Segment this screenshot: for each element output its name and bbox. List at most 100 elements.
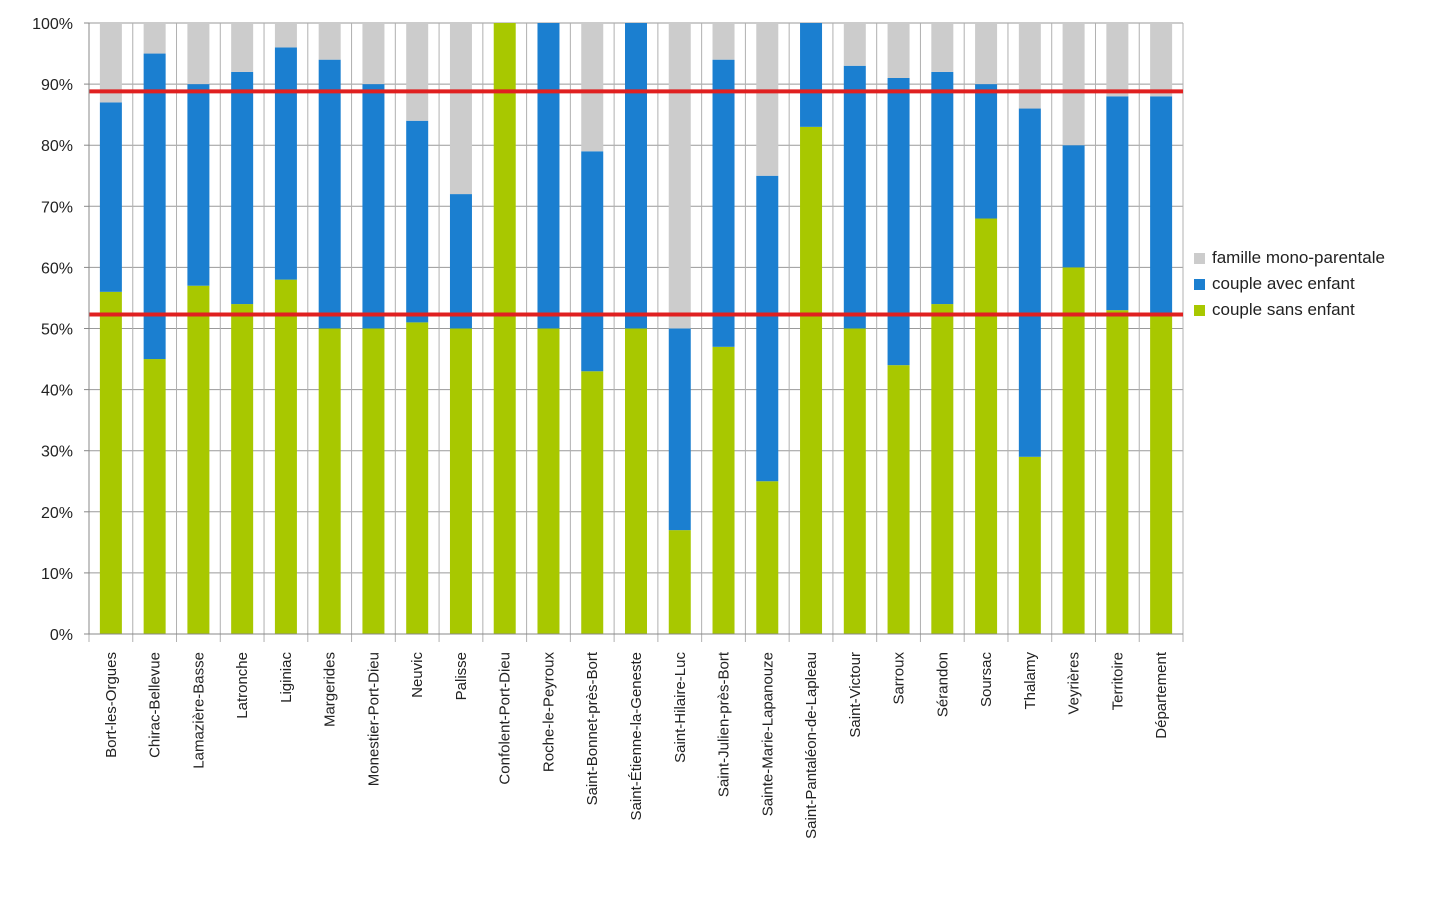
bar-segment bbox=[713, 60, 735, 347]
y-tick-label: 100% bbox=[32, 16, 73, 33]
bar-segment bbox=[581, 371, 603, 634]
bar-segment bbox=[362, 23, 384, 84]
bar-segment bbox=[1019, 457, 1041, 634]
bar-segment bbox=[844, 329, 866, 635]
bar-segment bbox=[1063, 267, 1085, 634]
legend: famille mono-parentale couple avec enfan… bbox=[1194, 245, 1385, 323]
x-tick-label: Saint-Étienne-la-Geneste bbox=[628, 652, 645, 820]
y-tick-label: 50% bbox=[41, 322, 73, 339]
bar-segment bbox=[756, 23, 778, 176]
bar-segment bbox=[275, 280, 297, 634]
x-tick-label: Chirac-Bellevue bbox=[147, 652, 164, 758]
bar-segment bbox=[319, 60, 341, 329]
x-tick-label: Sérandon bbox=[934, 652, 951, 717]
x-tick-label: Sainte-Marie-Lapanouze bbox=[759, 652, 776, 816]
bar-segment bbox=[537, 329, 559, 635]
bar-segment bbox=[275, 23, 297, 47]
bar-segment bbox=[975, 84, 997, 218]
bar-segment bbox=[450, 329, 472, 635]
bar-segment bbox=[844, 66, 866, 329]
bar-segment bbox=[406, 23, 428, 121]
y-tick-label: 10% bbox=[41, 566, 73, 583]
bar-segment bbox=[100, 292, 122, 634]
legend-item: couple sans enfant bbox=[1194, 297, 1385, 323]
bar-segment bbox=[1063, 145, 1085, 267]
bar-segment bbox=[1150, 96, 1172, 316]
x-tick-label: Monestier-Port-Dieu bbox=[365, 652, 382, 786]
x-tick-label: Sarroux bbox=[891, 652, 908, 705]
bar-segment bbox=[931, 304, 953, 634]
y-tick-label: 70% bbox=[41, 199, 73, 216]
x-tick-label: Palisse bbox=[453, 652, 470, 700]
x-tick-label: Saint-Hilaire-Luc bbox=[672, 652, 689, 763]
bar-segment bbox=[231, 23, 253, 72]
bar-segment bbox=[362, 329, 384, 635]
bar-segment bbox=[1106, 23, 1128, 96]
legend-label: famille mono-parentale bbox=[1212, 248, 1385, 268]
x-tick-label: Bort-les-Orgues bbox=[103, 652, 120, 758]
y-tick-label: 80% bbox=[41, 138, 73, 155]
bar-segment bbox=[144, 359, 166, 634]
bar-segment bbox=[144, 23, 166, 54]
bar-segment bbox=[625, 23, 647, 329]
y-tick-labels: 0% 10% 20% 30% 40% 50% 60% 70% 80% 90% 100% bbox=[32, 16, 73, 644]
x-tick-label: Territoire bbox=[1109, 652, 1126, 710]
legend-item: famille mono-parentale bbox=[1194, 245, 1385, 271]
bar-segment bbox=[1019, 109, 1041, 457]
legend-label: couple avec enfant bbox=[1212, 274, 1355, 294]
bar-segment bbox=[1106, 310, 1128, 634]
legend-swatch bbox=[1194, 279, 1205, 290]
bar-segment bbox=[756, 176, 778, 482]
y-tick-label: 90% bbox=[41, 77, 73, 94]
legend-label: couple sans enfant bbox=[1212, 300, 1355, 320]
x-tick-label: Saint-Pantaléon-de-Lapleau bbox=[803, 652, 820, 839]
bar-segment bbox=[187, 286, 209, 634]
x-tick-label: Département bbox=[1153, 651, 1170, 739]
bar-segment bbox=[450, 194, 472, 328]
bar-segment bbox=[100, 102, 122, 291]
x-tick-label: Soursac bbox=[978, 652, 995, 708]
bar-segment bbox=[275, 47, 297, 279]
y-tick-label: 60% bbox=[41, 260, 73, 277]
bar-segment bbox=[888, 23, 910, 78]
y-tick-label: 0% bbox=[50, 627, 73, 644]
bar-segment bbox=[581, 151, 603, 371]
x-tick-label: Latronche bbox=[234, 652, 251, 719]
y-tick-label: 40% bbox=[41, 383, 73, 400]
bar-segment bbox=[713, 23, 735, 60]
bar-segment bbox=[713, 347, 735, 634]
x-tick-label: Margerides bbox=[322, 652, 339, 727]
bar-segment bbox=[669, 530, 691, 634]
bar-segment bbox=[800, 23, 822, 127]
bar-segment bbox=[931, 72, 953, 304]
bar-segment bbox=[800, 127, 822, 634]
bar-segment bbox=[669, 23, 691, 329]
bar-segment bbox=[1063, 23, 1085, 145]
bar-segment bbox=[231, 72, 253, 304]
bar-segment bbox=[537, 23, 559, 329]
bar-segment bbox=[187, 84, 209, 286]
bar-segment bbox=[975, 219, 997, 634]
bar-segment bbox=[931, 23, 953, 72]
bar-segment bbox=[756, 481, 778, 634]
legend-swatch bbox=[1194, 305, 1205, 316]
bar-segment bbox=[406, 121, 428, 323]
x-tick-label: Liginiac bbox=[278, 652, 295, 703]
x-tick-labels: Bort-les-Orgues Chirac-Bellevue Lamazière-… bbox=[103, 651, 1170, 839]
x-tick-label: Lamazière-Basse bbox=[190, 652, 207, 769]
legend-item: couple avec enfant bbox=[1194, 271, 1385, 297]
bar-segment bbox=[362, 84, 384, 328]
x-tick-label: Thalamy bbox=[1022, 652, 1039, 710]
bar-segment bbox=[669, 329, 691, 531]
y-tick-label: 20% bbox=[41, 505, 73, 522]
bar-segment bbox=[888, 78, 910, 365]
bar-segment bbox=[319, 329, 341, 635]
bar-segment bbox=[319, 23, 341, 60]
bar-segment bbox=[1106, 96, 1128, 310]
x-tick-label: Veyrières bbox=[1066, 652, 1083, 715]
x-tick-label: Saint-Bonnet-près-Bort bbox=[584, 651, 601, 805]
bar-segment bbox=[494, 23, 516, 634]
bar-segment bbox=[1150, 316, 1172, 634]
bar-segment bbox=[187, 23, 209, 84]
